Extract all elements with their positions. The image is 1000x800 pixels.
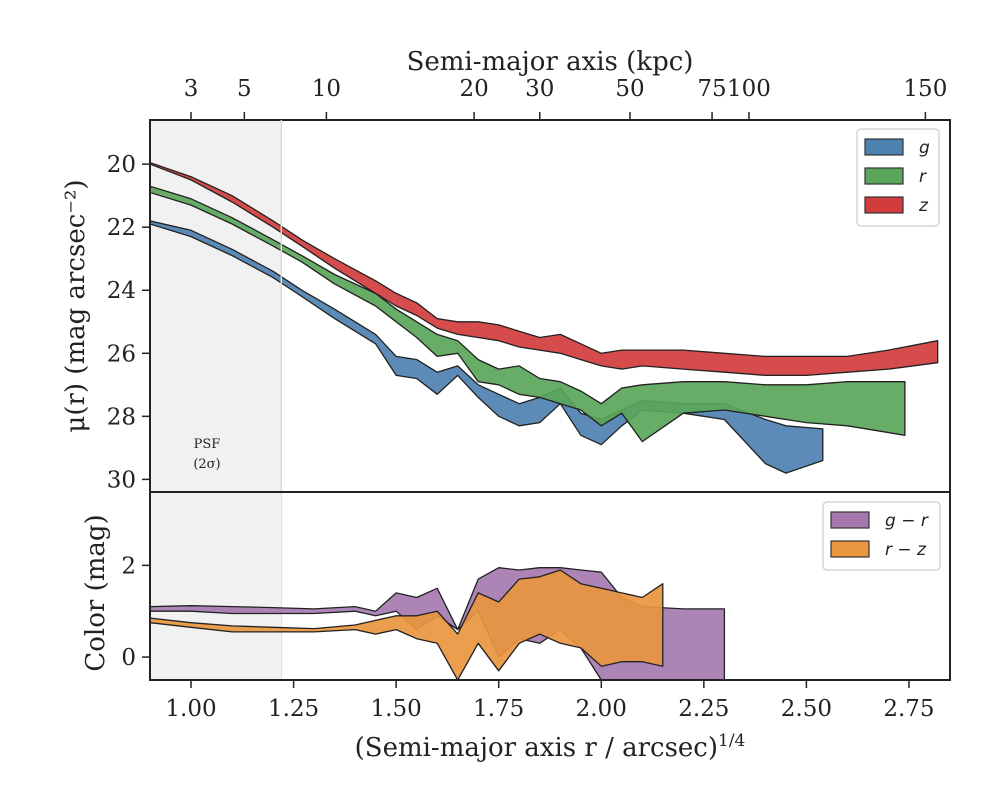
top-tick-label: 30: [525, 76, 554, 102]
y-tick-label: 24: [107, 278, 136, 304]
y-ticks-bottom: 02: [121, 553, 150, 671]
top-tick-label: 5: [237, 76, 252, 102]
top-x-axis-title: Semi-major axis (kpc): [407, 47, 694, 77]
legend-label: g − r: [885, 511, 929, 531]
psf-sublabel: (2σ): [193, 457, 220, 472]
legend-label: g: [919, 138, 930, 158]
y-tick-label: 0: [121, 645, 136, 671]
x-tick-label: 1.00: [165, 696, 216, 722]
y-tick-label: 30: [107, 467, 136, 493]
x-tick-label: 2.00: [576, 696, 627, 722]
legend-label: r − z: [885, 540, 927, 560]
top-x-ticks: 3 5 10 20 30 50 75 100 150: [184, 76, 947, 120]
band-r-area: [150, 185, 906, 443]
x-tick-label: 2.75: [883, 696, 934, 722]
psf-label: PSF: [194, 437, 221, 452]
top-tick-label: 50: [615, 76, 644, 102]
band-series-group: [150, 161, 939, 474]
x-axis-title-main: (Semi-major axis r / arcsec): [355, 733, 718, 763]
top-tick-label: 20: [459, 76, 488, 102]
bottom-x-axis-title: (Semi-major axis r / arcsec)1/4: [355, 731, 746, 763]
x-tick-label: 2.25: [678, 696, 729, 722]
y-tick-label: 20: [107, 152, 136, 178]
bottom-y-axis-title: Color (mag): [81, 514, 111, 671]
top-tick-label: 150: [903, 76, 947, 102]
bottom-panel-frame: [149, 491, 951, 681]
psf-region-bottom: [150, 492, 282, 680]
legend-label: z: [918, 196, 929, 216]
legend-swatch: [864, 196, 904, 214]
x-tick-label: 2.50: [781, 696, 832, 722]
x-tick-label: 1.75: [473, 696, 524, 722]
x-tick-label: 1.25: [268, 696, 319, 722]
top-tick-label: 100: [727, 76, 771, 102]
y-tick-label: 28: [107, 404, 136, 430]
legend-colors: g − r r − z: [822, 501, 941, 571]
legend-bands: grz: [856, 128, 940, 227]
color-series-group: [150, 567, 726, 680]
legend-label: r: [919, 167, 927, 187]
top-y-axis-title: μ(r) (mag arcsec⁻²): [61, 179, 91, 432]
legend-swatch: [864, 167, 904, 185]
x-tick-label: 1.50: [371, 696, 422, 722]
x-axis-title-exponent: 1/4: [718, 731, 745, 751]
legend-swatch: [830, 511, 870, 529]
psf-region: [150, 120, 282, 492]
top-tick-label: 3: [184, 76, 199, 102]
y-ticks-top: 20 22 24 26 28 30: [107, 152, 150, 493]
top-tick-label: 10: [312, 76, 341, 102]
y-tick-label: 22: [107, 215, 136, 241]
bottom-panel: 02 1.00 1.25 1.50 1.75 2.00 2.25 2.50 2.75 Colo…: [81, 491, 951, 763]
y-tick-label: 2: [121, 553, 136, 579]
band-z-area: [150, 161, 939, 377]
y-tick-label: 26: [107, 341, 136, 367]
legend-swatch: [864, 138, 904, 156]
top-tick-label: 75: [697, 76, 726, 102]
x-ticks-bottom: 1.00 1.25 1.50 1.75 2.00 2.25 2.50 2.75: [165, 680, 935, 722]
legend-swatch: [830, 540, 870, 558]
band-rz-area: [150, 569, 664, 680]
